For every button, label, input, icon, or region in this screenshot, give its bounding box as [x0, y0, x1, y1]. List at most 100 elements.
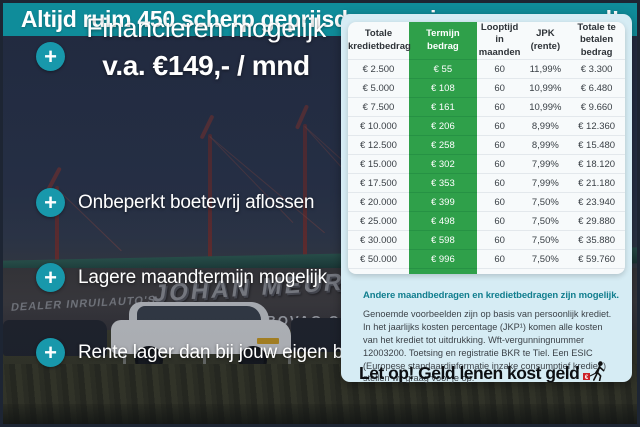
table-cell: € 161	[408, 97, 477, 117]
table-cell: 60	[476, 173, 523, 193]
table-cell: € 55	[408, 59, 477, 79]
table-cell: 60	[476, 230, 523, 250]
table-cell: € 498	[408, 211, 477, 231]
table-cell: 60	[476, 135, 523, 155]
bullet-label: Rente lager dan bij jouw eigen bank	[78, 341, 374, 363]
finance-table: Totale kredietbedrag Termijn bedrag Looptijd…	[348, 22, 625, 274]
table-cell: € 399	[408, 192, 477, 212]
headline-line1: Financieren mogelijk	[86, 13, 326, 43]
promo-layer: + Financieren mogelijk v.a. €149,- / mnd…	[3, 3, 637, 424]
table-cell: 60	[476, 59, 523, 79]
column-header: Totale kredietbedrag	[348, 28, 411, 52]
geld-lenen-kost-geld-icon: €	[583, 361, 606, 386]
table-cell: € 302	[408, 154, 477, 174]
svg-text:€: €	[585, 375, 589, 381]
table-cell: 8,99%	[522, 116, 569, 136]
loan-warning: Let op! Geld lenen kost geld €	[359, 361, 619, 386]
table-cell: € 59.760	[568, 249, 625, 269]
table-row: € 2.500 € 55 60 11,99% € 3.300	[348, 59, 625, 79]
plus-icon: +	[36, 263, 65, 292]
table-cell: € 23.940	[568, 192, 625, 212]
bullet-label: Lagere maandtermijn mogelijk	[78, 266, 327, 288]
table-cell: 8,99%	[522, 135, 569, 155]
table-row: € 20.000 € 399 60 7,50% € 23.940	[348, 192, 625, 212]
table-cell: € 206	[408, 116, 477, 136]
table-cell: 11,99%	[522, 59, 569, 79]
table-cell: € 10.000	[348, 116, 409, 136]
spacer-cell	[476, 268, 523, 274]
table-cell: € 5.000	[348, 78, 409, 98]
table-cell: 60	[476, 116, 523, 136]
table-row: € 30.000 € 598 60 7,50% € 35.880	[348, 230, 625, 250]
table-row: € 50.000 € 996 60 7,50% € 59.760	[348, 249, 625, 269]
table-cell: € 996	[408, 249, 477, 269]
promo-bullet: + Onbeperkt boetevrij aflossen	[36, 188, 314, 217]
table-cell: € 353	[408, 173, 477, 193]
spacer-cell	[568, 268, 625, 274]
table-cell: 60	[476, 97, 523, 117]
table-cell: € 7.500	[348, 97, 409, 117]
table-cell: € 12.360	[568, 116, 625, 136]
table-row: € 10.000 € 206 60 8,99% € 12.360	[348, 116, 625, 136]
table-cell: 60	[476, 211, 523, 231]
table-cell: € 15.480	[568, 135, 625, 155]
table-row: € 15.000 € 302 60 7,99% € 18.120	[348, 154, 625, 174]
table-cell: € 21.180	[568, 173, 625, 193]
table-cell: € 50.000	[348, 249, 409, 269]
disclaimer-body: Genoemde voorbeelden zijn op basis van p…	[363, 309, 612, 384]
spacer-cell	[348, 268, 409, 274]
finance-table-card: Totale kredietbedrag Termijn bedrag Looptijd…	[348, 22, 625, 274]
table-cell: € 12.500	[348, 135, 409, 155]
table-row: € 5.000 € 108 60 10,99% € 6.480	[348, 78, 625, 98]
plus-icon: +	[36, 42, 65, 71]
table-cell: 60	[476, 249, 523, 269]
table-cell: 7,99%	[522, 173, 569, 193]
table-cell: 7,50%	[522, 230, 569, 250]
table-cell: € 598	[408, 230, 477, 250]
plus-icon: +	[36, 338, 65, 367]
table-cell: € 2.500	[348, 59, 409, 79]
table-cell: 60	[476, 192, 523, 212]
table-row: € 7.500 € 161 60 10,99% € 9.660	[348, 97, 625, 117]
spacer-cell	[408, 268, 477, 274]
column-header: Totale te betalen bedrag	[577, 22, 616, 58]
table-cell: 7,50%	[522, 192, 569, 212]
table-cell: 7,99%	[522, 154, 569, 174]
table-row: € 25.000 € 498 60 7,50% € 29.880	[348, 211, 625, 231]
column-header: Looptijd in maanden	[478, 22, 521, 58]
promo-bullet: + Rente lager dan bij jouw eigen bank	[36, 338, 373, 367]
disclaimer-block: Andere maandbedragen en kredietbedragen …	[363, 290, 619, 385]
table-row: € 12.500 € 258 60 8,99% € 15.480	[348, 135, 625, 155]
table-cell: 60	[476, 154, 523, 174]
table-spacer-row	[348, 268, 625, 274]
promo-bullet: + Lagere maandtermijn mogelijk	[36, 263, 327, 292]
table-cell: 10,99%	[522, 97, 569, 117]
table-body: € 2.500 € 55 60 11,99% € 3.300 € 5.000 € 108 60…	[348, 59, 625, 274]
table-cell: 10,99%	[522, 78, 569, 98]
table-cell: € 17.500	[348, 173, 409, 193]
table-cell: € 18.120	[568, 154, 625, 174]
column-header: JPK (rente)	[530, 28, 561, 52]
table-cell: € 258	[408, 135, 477, 155]
spacer-cell	[522, 268, 569, 274]
table-cell: € 3.300	[568, 59, 625, 79]
table-cell: 7,50%	[522, 211, 569, 231]
table-cell: € 29.880	[568, 211, 625, 231]
table-cell: € 15.000	[348, 154, 409, 174]
headline-line2: v.a. €149,- / mnd	[102, 50, 310, 81]
table-cell: € 35.880	[568, 230, 625, 250]
finance-card: Totale kredietbedrag Termijn bedrag Looptijd…	[341, 14, 632, 385]
table-cell: € 108	[408, 78, 477, 98]
table-cell: € 20.000	[348, 192, 409, 212]
loan-warning-text: Let op! Geld lenen kost geld	[359, 363, 580, 383]
bullet-label: Onbeperkt boetevrij aflossen	[78, 191, 315, 213]
table-cell: € 25.000	[348, 211, 409, 231]
table-cell: € 30.000	[348, 230, 409, 250]
table-cell: 60	[476, 78, 523, 98]
table-header-row: Totale kredietbedrag Termijn bedrag Looptijd…	[348, 22, 625, 60]
table-cell: € 6.480	[568, 78, 625, 98]
disclaimer-heading: Andere maandbedragen en kredietbedragen …	[363, 290, 619, 301]
headline: Financieren mogelijk v.a. €149,- / mnd	[71, 13, 341, 82]
plus-icon: +	[36, 188, 65, 217]
